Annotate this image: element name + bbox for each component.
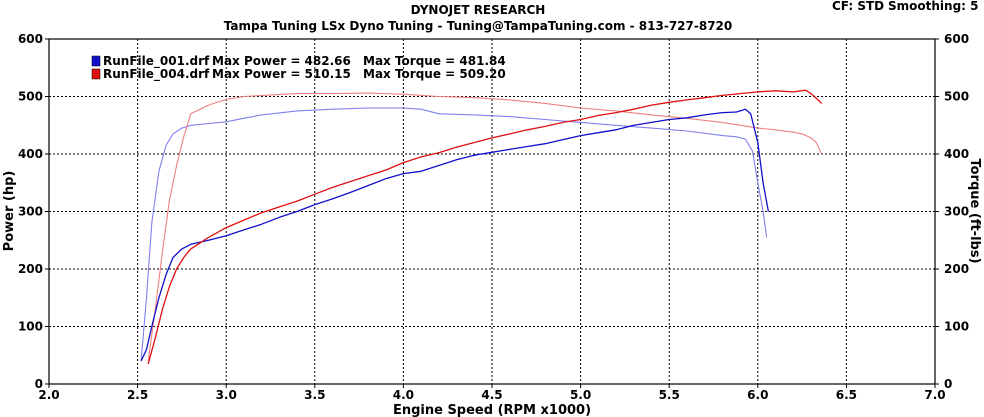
legend-file-run2: RunFile_004.drf [103, 67, 210, 82]
y-tick-label-right: 400 [944, 147, 969, 161]
y-tick-label-left: 100 [18, 320, 43, 334]
y-tick-label-right: 200 [944, 262, 969, 276]
y-tick-label-right: 500 [944, 90, 969, 104]
plot-frame [48, 38, 936, 385]
grid [49, 39, 935, 384]
x-axis-label: Engine Speed (RPM x1000) [393, 403, 591, 417]
legend-torque-run2: Max Torque = 509.20 [363, 67, 506, 81]
y-tick-label-right: 100 [944, 320, 969, 334]
y-tick-label-left: 300 [18, 205, 43, 219]
y-tick-label-right: 300 [944, 205, 969, 219]
series-line-run1-torque [140, 107, 768, 362]
x-tick-label: 7.0 [924, 388, 945, 402]
x-tick-label: 6.5 [836, 388, 857, 402]
legend: RunFile_001.drf Max Power = 482.66 Max T… [91, 54, 506, 82]
cf-label: CF: STD [832, 0, 884, 13]
x-tick-label: 3.0 [216, 388, 237, 402]
legend-file-run1: RunFile_001.drf [103, 54, 210, 69]
y-tick-label-left: 500 [18, 90, 43, 104]
y-axis-right-label: Torque (ft-lbs) [967, 158, 982, 263]
chart-subtitle: Tampa Tuning LSx Dyno Tuning - Tuning@Ta… [224, 19, 733, 33]
legend-torque-run1: Max Torque = 481.84 [363, 54, 506, 68]
x-tick-label: 2.0 [38, 388, 59, 402]
x-tick-label: 2.5 [127, 388, 148, 402]
x-tick-label: 3.5 [304, 388, 325, 402]
y-tick-label-left: 200 [18, 262, 43, 276]
chart-title: DYNOJET RESEARCH [411, 3, 546, 17]
y-tick-label-left: 400 [18, 147, 43, 161]
legend-swatch-run2 [91, 68, 101, 80]
x-tick-label: 5.0 [570, 388, 591, 402]
series-line-run2-power [147, 89, 823, 365]
legend-swatch-run1 [91, 55, 101, 67]
legend-power-run1: Max Power = 482.66 [212, 54, 351, 68]
y-tick-label-right: 600 [944, 32, 969, 46]
y-axis-left-label: Power (hp) [2, 171, 17, 252]
y-tick-label-left: 0 [35, 377, 43, 391]
series-line-run1-power [140, 108, 770, 362]
smoothing-label: Smoothing: 5 [888, 0, 979, 13]
x-tick-label: 6.0 [747, 388, 768, 402]
series-lines [140, 89, 823, 365]
y-tick-label-left: 600 [18, 32, 43, 46]
x-tick-label: 5.5 [659, 388, 680, 402]
x-tick-label: 4.0 [393, 388, 414, 402]
y-tick-label-right: 0 [944, 377, 952, 391]
series-line-run2-torque [147, 92, 823, 362]
x-tick-label: 4.5 [481, 388, 502, 402]
legend-power-run2: Max Power = 510.15 [212, 67, 351, 81]
